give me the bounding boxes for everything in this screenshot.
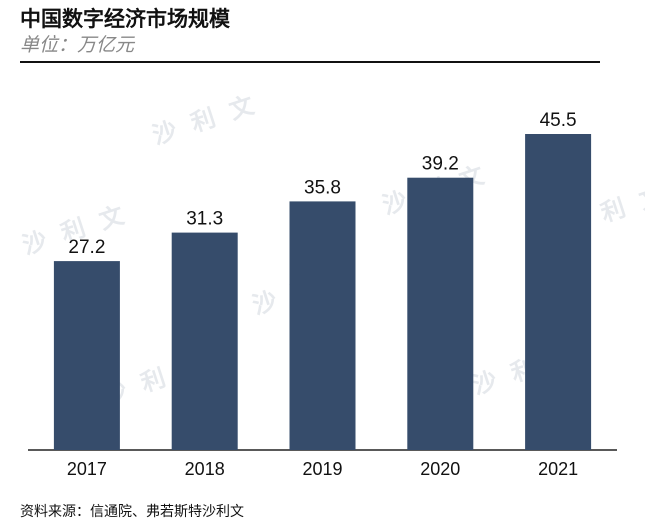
bar-2019 — [289, 201, 356, 450]
data-label-2020: 39.2 — [422, 154, 459, 175]
unit-label: 单位：万亿元 — [20, 34, 135, 56]
chart-title: 中国数字经济市场规模 — [20, 6, 230, 31]
x-tick-label-2019: 2019 — [302, 459, 342, 479]
bar-2020 — [407, 177, 474, 450]
bar-2017 — [53, 261, 120, 450]
x-tick-label-2017: 2017 — [67, 459, 107, 479]
data-label-2021: 45.5 — [540, 110, 577, 131]
data-label-2019: 35.8 — [304, 177, 341, 198]
bar-2018 — [171, 232, 238, 450]
x-tick-label-2020: 2020 — [420, 459, 460, 479]
data-label-2018: 31.3 — [186, 209, 223, 230]
source-note: 资料来源：信通院、弗若斯特沙利文 — [20, 504, 244, 520]
x-tick-label-2021: 2021 — [538, 459, 578, 479]
x-tick-label-2018: 2018 — [185, 459, 225, 479]
data-label-2017: 27.2 — [68, 237, 105, 258]
title-divider — [20, 61, 600, 63]
bar-2021 — [525, 134, 592, 450]
